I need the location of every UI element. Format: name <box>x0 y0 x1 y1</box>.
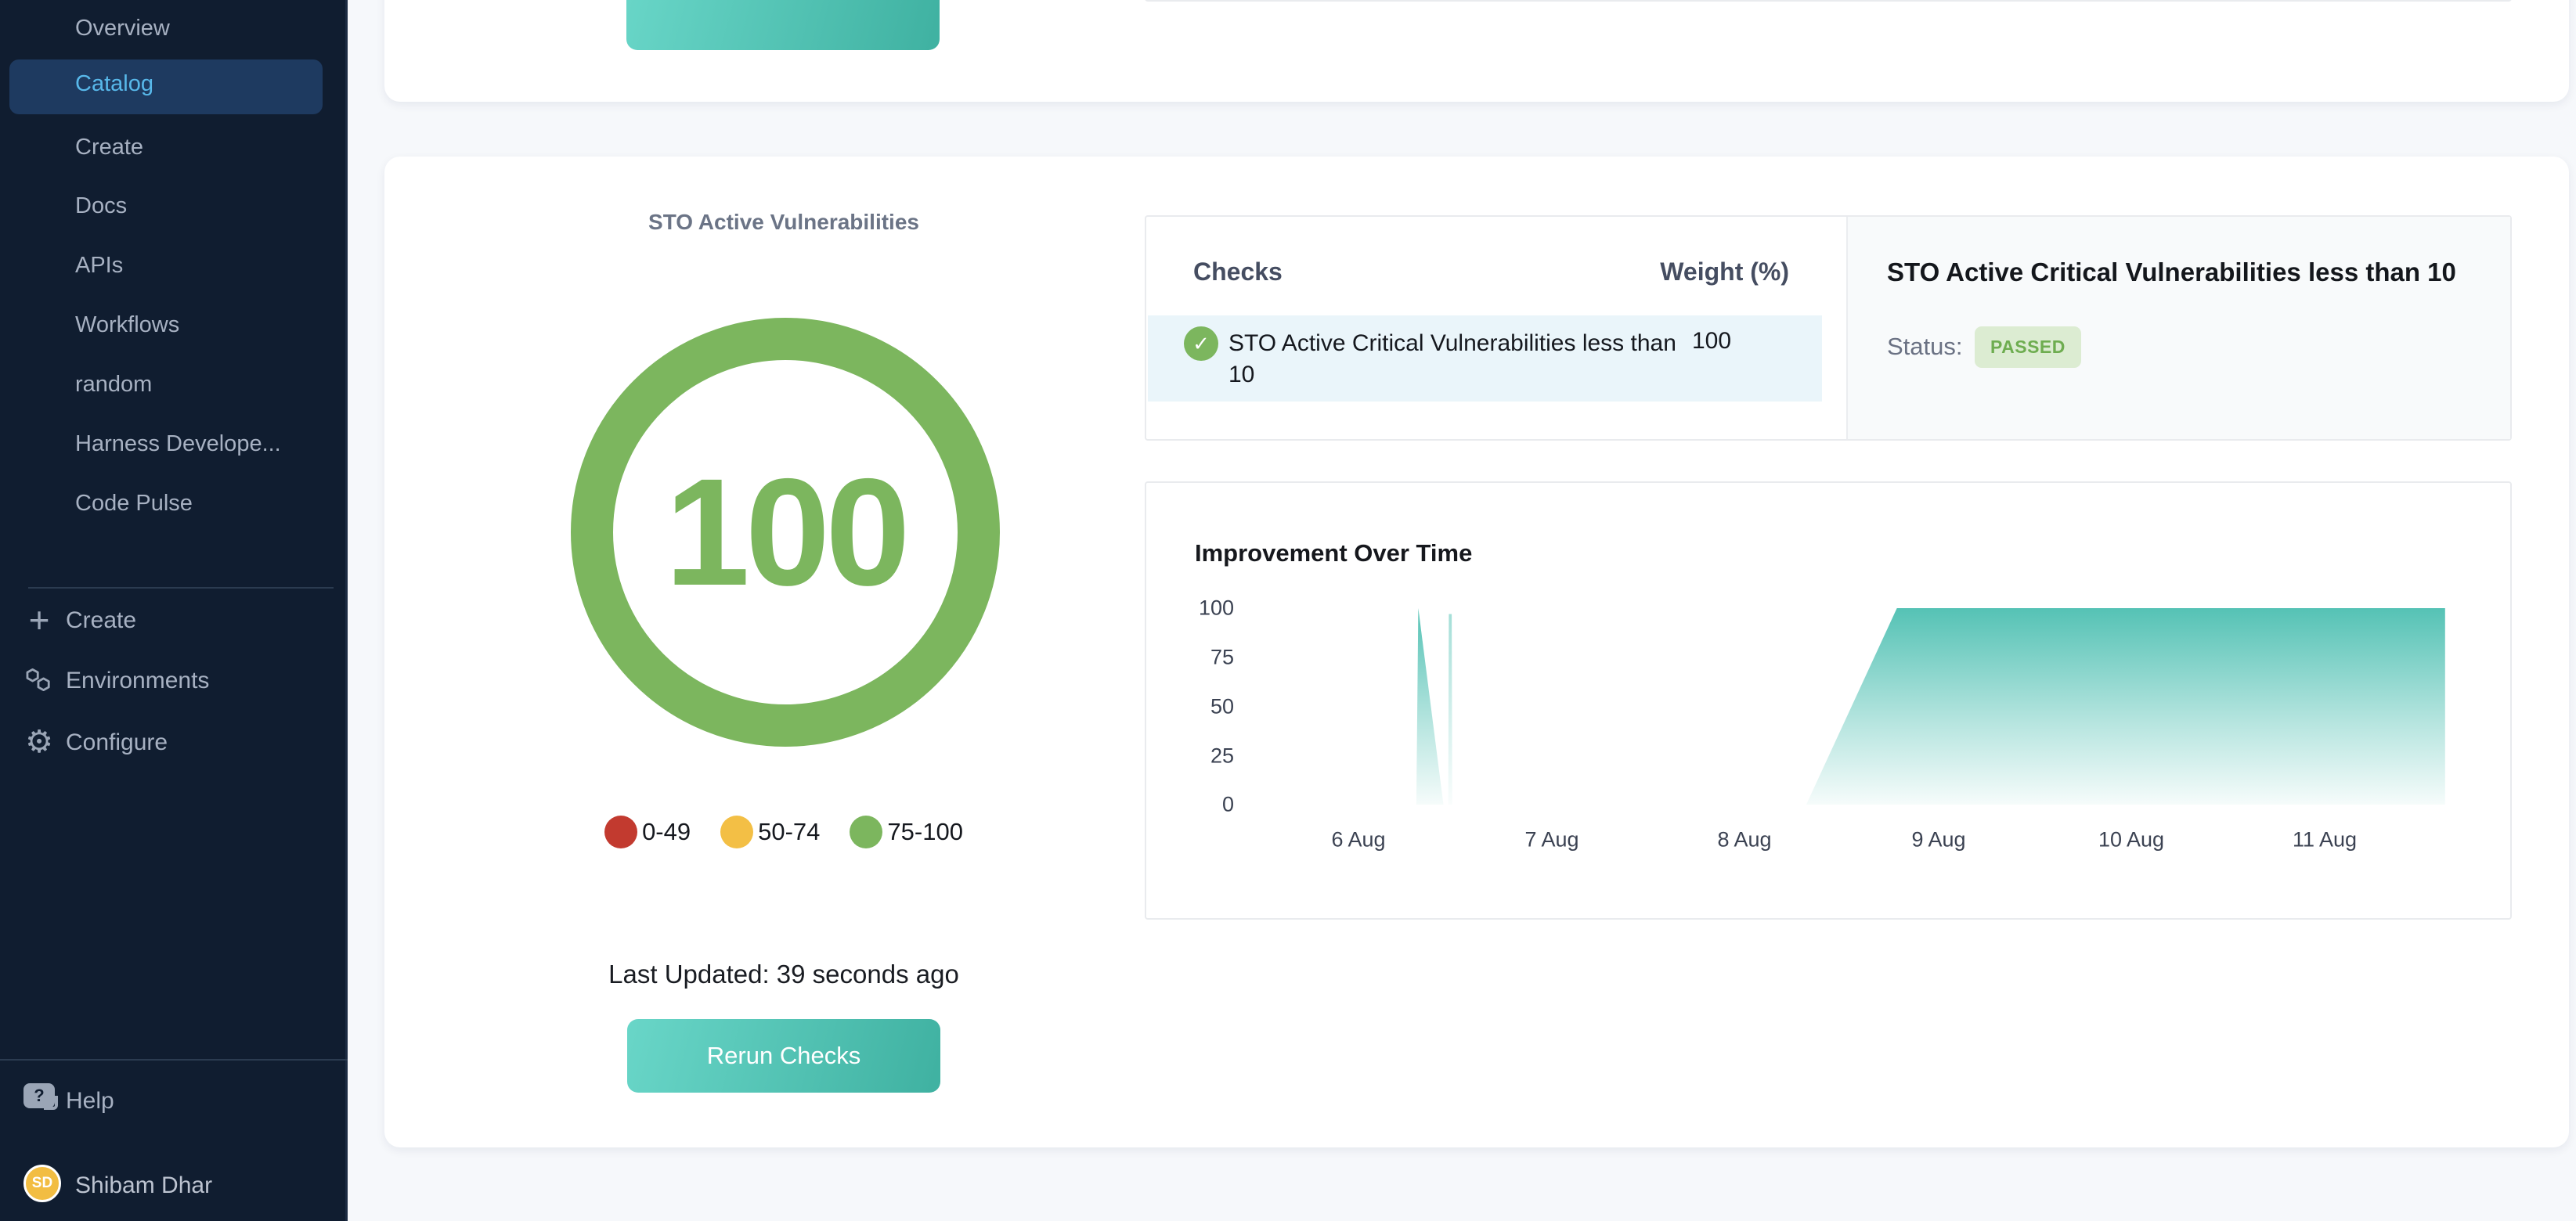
sidebar-action-configure[interactable]: ⚙ Configure <box>0 720 345 764</box>
y-tick-50: 50 <box>1210 694 1234 719</box>
help-button[interactable]: ? Help <box>0 1079 345 1122</box>
sidebar-divider-bottom <box>0 1059 348 1061</box>
x-tick-10aug: 10 Aug <box>2098 827 2165 852</box>
sidebar-action-create-label: Create <box>66 607 137 633</box>
x-tick-8aug: 8 Aug <box>1717 827 1772 852</box>
checks-header: Checks <box>1193 258 1283 286</box>
avatar: SD <box>23 1165 61 1202</box>
sidebar-item-random[interactable]: random <box>75 372 153 397</box>
sidebar-item-apis[interactable]: APIs <box>75 253 124 278</box>
checks-list-section: Checks Weight (%) ✓ STO Active Critical … <box>1146 217 1846 439</box>
area-series-score-spike-6aug-second <box>1448 614 1452 805</box>
legend-item-low: 0-49 <box>604 816 691 848</box>
rerun-checks-button[interactable]: Rerun Checks <box>627 1019 940 1093</box>
sidebar-item-catalog[interactable]: Catalog <box>9 59 323 114</box>
sidebar-item-workflows[interactable]: Workflows <box>75 312 180 337</box>
sidebar: Overview Catalog Create Docs APIs Workfl… <box>0 0 348 1221</box>
legend-label-high: 75-100 <box>887 818 963 845</box>
status-badge: PASSED <box>1975 326 2081 368</box>
status-label: Status: <box>1887 333 1963 360</box>
score-gauge: 100 <box>571 318 1000 747</box>
score-value: 100 <box>665 447 910 618</box>
legend-dot-red <box>604 816 638 848</box>
y-tick-0: 0 <box>1221 792 1234 816</box>
check-name: STO Active Critical Vulnerabilities less… <box>1228 330 1676 387</box>
sidebar-divider-top <box>28 587 334 589</box>
legend-item-mid: 50-74 <box>720 816 820 848</box>
area-series-score-sustained <box>1806 608 2445 805</box>
weight-header: Weight (%) <box>1660 258 1789 286</box>
scorecard-card-previous <box>384 0 2569 102</box>
x-tick-7aug: 7 Aug <box>1524 827 1579 852</box>
area-series-score-spike-6aug <box>1416 608 1444 805</box>
user-menu[interactable]: SD Shibam Dhar <box>0 1165 345 1210</box>
y-tick-75: 75 <box>1210 645 1234 669</box>
sidebar-action-environments-label: Environments <box>66 668 210 693</box>
user-name: Shibam Dhar <box>75 1172 213 1198</box>
x-tick-6aug: 6 Aug <box>1331 827 1386 852</box>
rerun-checks-button-previous[interactable] <box>626 0 940 50</box>
hexagons-icon <box>22 663 56 697</box>
sidebar-action-create[interactable]: + Create <box>0 598 345 642</box>
help-label: Help <box>66 1088 114 1114</box>
sidebar-action-configure-label: Configure <box>66 729 168 755</box>
legend-item-high: 75-100 <box>850 816 963 848</box>
checks-panel-previous <box>1145 0 2512 2</box>
improvement-chart-title: Improvement Over Time <box>1195 539 1473 567</box>
x-tick-11aug: 11 Aug <box>2292 827 2358 852</box>
sidebar-item-create[interactable]: Create <box>75 135 144 160</box>
check-passed-icon: ✓ <box>1184 326 1218 361</box>
plus-icon: + <box>28 600 50 640</box>
legend-dot-green <box>850 816 883 848</box>
legend-dot-yellow <box>720 816 754 848</box>
y-tick-25: 25 <box>1210 744 1234 768</box>
legend-label-low: 0-49 <box>642 818 691 845</box>
improvement-chart-panel: Improvement Over Time 100 75 50 25 0 6 <box>1145 481 2512 920</box>
main-content: STO Active Vulnerabilities 100 0-49 50-7… <box>350 0 2576 1221</box>
sidebar-item-overview[interactable]: Overview <box>75 16 170 41</box>
sidebar-action-environments[interactable]: Environments <box>0 658 345 702</box>
sidebar-item-catalog-label: Catalog <box>75 71 153 96</box>
checks-panel: Checks Weight (%) ✓ STO Active Critical … <box>1145 215 2512 441</box>
y-tick-100: 100 <box>1198 596 1234 620</box>
scorecard-title: STO Active Vulnerabilities <box>648 210 919 234</box>
legend-label-mid: 50-74 <box>758 818 821 845</box>
check-detail-title: STO Active Critical Vulnerabilities less… <box>1887 258 2456 286</box>
sidebar-item-harness-developer[interactable]: Harness Develope... <box>75 431 281 456</box>
sidebar-item-docs[interactable]: Docs <box>75 193 128 218</box>
scorecard-card: STO Active Vulnerabilities 100 0-49 50-7… <box>384 157 2569 1147</box>
check-row[interactable]: ✓ STO Active Critical Vulnerabilities le… <box>1148 315 1822 402</box>
last-updated-text: Last Updated: 39 seconds ago <box>608 960 959 989</box>
check-detail-section: STO Active Critical Vulnerabilities less… <box>1846 217 2510 439</box>
gear-icon: ⚙ <box>25 725 53 759</box>
check-weight-value: 100 <box>1692 328 1732 354</box>
score-legend: 0-49 50-74 75-100 <box>510 816 1058 848</box>
sidebar-item-code-pulse[interactable]: Code Pulse <box>75 491 193 516</box>
x-tick-9aug: 9 Aug <box>1911 827 1966 852</box>
